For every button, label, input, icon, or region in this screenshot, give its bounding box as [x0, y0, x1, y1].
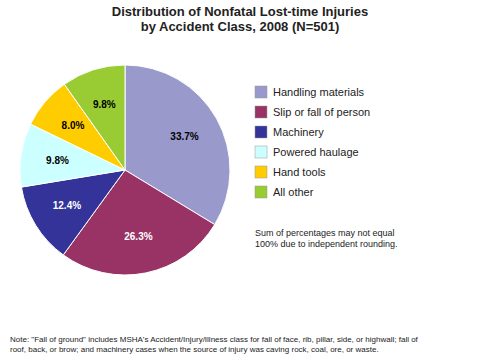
legend-item: Handling materials [255, 86, 365, 98]
pie-slice [64, 65, 125, 170]
legend-label: Machinery [273, 126, 324, 138]
legend-label: Powered haulage [273, 146, 359, 158]
legend-item: Hand tools [255, 166, 326, 178]
data-label: 9.8% [46, 155, 69, 166]
legend-swatch [255, 106, 267, 118]
legend-swatch [255, 166, 267, 178]
data-label: 33.7% [170, 131, 198, 142]
legend-swatch [255, 146, 267, 158]
annotation: Sum of percentages may not equal100% due… [255, 228, 398, 249]
legend-item: Powered haulage [255, 146, 359, 158]
legend-label: Handling materials [273, 86, 365, 98]
legend-swatch [255, 126, 267, 138]
data-label: 12.4% [53, 200, 81, 211]
legend-swatch [255, 186, 267, 198]
legend-label: All other [273, 186, 314, 198]
legend-item: All other [255, 186, 314, 198]
footnote: Note: "Fall of ground" includes MSHA's A… [10, 335, 419, 354]
chart: Distribution of Nonfatal Lost-time Injur… [0, 0, 480, 360]
data-label: 9.8% [93, 99, 116, 110]
data-label: 26.3% [124, 231, 152, 242]
legend-label: Slip or fall of person [273, 106, 370, 118]
title: Distribution of Nonfatal Lost-time Injur… [112, 4, 368, 34]
legend: Handling materials Slip or fall of person… [255, 86, 370, 198]
data-label: 8.0% [62, 120, 85, 131]
legend-item: Slip or fall of person [255, 106, 370, 118]
legend-label: Hand tools [273, 166, 326, 178]
pie: 33.7% 26.3% 12.4% 9.8% 8.0% 9.8% [20, 65, 230, 275]
legend-item: Machinery [255, 126, 324, 138]
legend-swatch [255, 86, 267, 98]
